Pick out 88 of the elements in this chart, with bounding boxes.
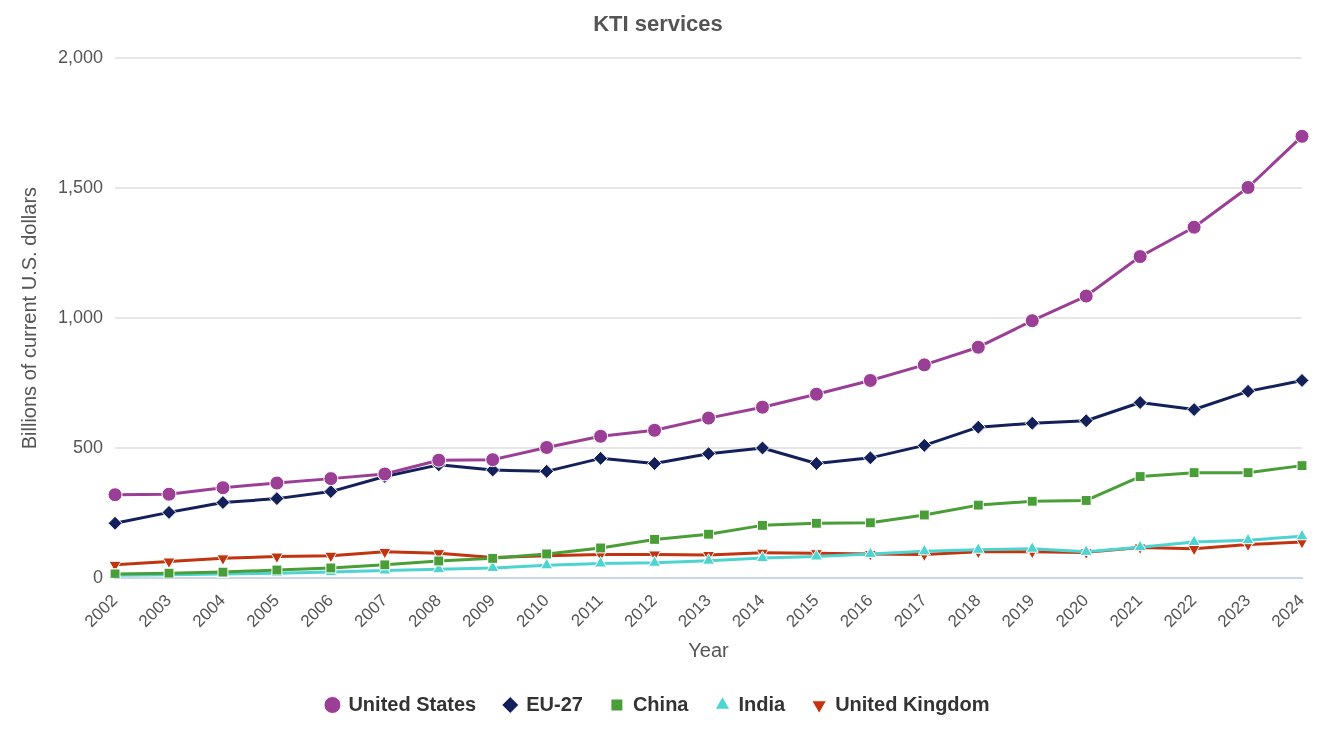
y-tick-label: 500 bbox=[73, 436, 104, 457]
point bbox=[1242, 467, 1254, 479]
point bbox=[1024, 415, 1040, 431]
point bbox=[433, 555, 445, 567]
point bbox=[971, 542, 985, 554]
point bbox=[862, 450, 878, 466]
point bbox=[1240, 179, 1256, 195]
legend-label: China bbox=[632, 692, 690, 715]
point bbox=[378, 547, 392, 560]
point bbox=[269, 475, 285, 491]
point bbox=[1188, 467, 1200, 479]
point bbox=[593, 428, 609, 444]
point bbox=[1024, 313, 1040, 329]
point bbox=[754, 440, 770, 456]
y-tick-label: 0 bbox=[93, 566, 104, 587]
point bbox=[540, 557, 554, 570]
point bbox=[810, 517, 822, 529]
legend-label: United Kingdom bbox=[835, 692, 990, 715]
point bbox=[808, 386, 824, 402]
point bbox=[595, 542, 607, 554]
point bbox=[1133, 539, 1147, 552]
point bbox=[215, 480, 231, 496]
point bbox=[1240, 383, 1256, 399]
point bbox=[324, 551, 338, 564]
point bbox=[972, 499, 984, 511]
y-tick-label: 2,000 bbox=[58, 47, 104, 68]
point bbox=[541, 548, 553, 560]
point bbox=[918, 509, 930, 521]
legend-label: United States bbox=[348, 692, 477, 715]
legend-label: EU-27 bbox=[526, 692, 583, 715]
point bbox=[1078, 413, 1094, 429]
point bbox=[1079, 544, 1093, 556]
point bbox=[916, 437, 932, 453]
point bbox=[323, 484, 339, 500]
point bbox=[647, 456, 663, 472]
point bbox=[808, 456, 824, 472]
point bbox=[917, 543, 931, 556]
point bbox=[593, 450, 609, 466]
point bbox=[1294, 372, 1310, 388]
point bbox=[970, 339, 986, 355]
point bbox=[379, 559, 391, 571]
point bbox=[1025, 541, 1039, 553]
point bbox=[916, 357, 932, 373]
point bbox=[323, 471, 339, 487]
point bbox=[1186, 219, 1202, 235]
point bbox=[647, 422, 663, 438]
point bbox=[107, 515, 123, 531]
point bbox=[701, 410, 717, 426]
point bbox=[1132, 249, 1148, 265]
point bbox=[162, 557, 176, 569]
point bbox=[648, 555, 662, 567]
point bbox=[161, 504, 177, 520]
point bbox=[757, 519, 768, 531]
point bbox=[269, 491, 285, 507]
point bbox=[1078, 288, 1094, 304]
point bbox=[107, 487, 123, 503]
point bbox=[1296, 460, 1308, 472]
point bbox=[754, 399, 770, 415]
point bbox=[1295, 528, 1309, 541]
point bbox=[431, 452, 447, 468]
point bbox=[970, 419, 986, 435]
y-axis-title: Billions of current U.S. dollars bbox=[17, 186, 40, 450]
point bbox=[863, 546, 877, 558]
point bbox=[701, 446, 717, 462]
y-tick-label: 1,500 bbox=[58, 177, 104, 198]
point bbox=[649, 533, 661, 545]
point bbox=[1241, 532, 1255, 545]
chart-title: KTI services bbox=[593, 11, 723, 37]
legend-label: India bbox=[738, 692, 787, 715]
point bbox=[862, 372, 878, 388]
y-tick-label: 1,000 bbox=[58, 307, 104, 328]
point bbox=[1026, 495, 1038, 507]
point bbox=[539, 439, 555, 455]
point bbox=[1186, 402, 1202, 418]
point bbox=[539, 463, 555, 479]
point bbox=[1294, 128, 1310, 144]
point bbox=[1187, 534, 1201, 546]
point bbox=[161, 486, 177, 502]
point bbox=[864, 517, 876, 529]
point bbox=[216, 554, 230, 566]
point bbox=[1134, 471, 1146, 482]
point bbox=[594, 556, 608, 568]
point bbox=[485, 452, 501, 468]
point bbox=[1080, 494, 1092, 506]
point bbox=[1132, 395, 1148, 411]
point bbox=[703, 528, 714, 540]
point bbox=[215, 495, 231, 511]
x-axis-title: Year bbox=[688, 638, 730, 661]
